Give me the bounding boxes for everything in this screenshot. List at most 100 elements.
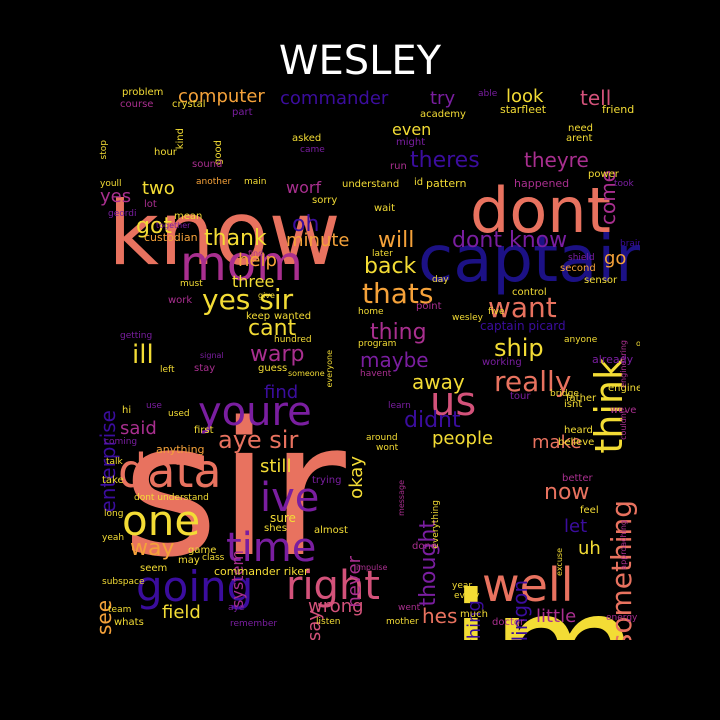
cloud-word-small_words66: working: [482, 357, 522, 368]
cloud-word-small_words55: anyone: [564, 335, 598, 345]
cloud-word-two: two: [142, 178, 175, 199]
cloud-word-small_words98: done: [412, 541, 437, 552]
cloud-word-small_words47: wanted: [274, 311, 312, 322]
cloud-word-thank: thank: [204, 226, 267, 251]
cloud-word-small_words101: may: [178, 555, 200, 566]
cloud-word-small_words46: keep: [246, 311, 271, 322]
cloud-word-small_words73: hi: [122, 405, 132, 416]
cloud-word-system: system: [228, 550, 247, 608]
cloud-word-small_words109: every: [454, 591, 480, 601]
cloud-word-three: three: [232, 272, 275, 291]
cloud-word-small_words96: sure: [270, 511, 296, 525]
cloud-word-im: im: [450, 574, 638, 640]
cloud-word-small_words13: came: [300, 145, 325, 155]
cloud-word-way: way: [130, 536, 175, 561]
cloud-word-worf: worf: [286, 178, 322, 197]
cloud-word-small_words61: guess: [258, 363, 288, 374]
cloud-word-small_words16: lot: [144, 199, 157, 210]
cloud-word-small_words36: brain: [620, 239, 640, 249]
cloud-word-small_words3: part: [232, 107, 253, 118]
cloud-word-small_words0: problem: [122, 87, 164, 98]
cloud-word-small_words69: father: [566, 393, 597, 404]
cloud-word-find: find: [264, 382, 299, 403]
cloud-word-one: one: [122, 496, 201, 545]
cloud-word-small_words40: later: [372, 249, 393, 259]
cloud-word-small_words28: might: [396, 137, 426, 148]
cloud-word-small_words72: weve: [610, 405, 637, 416]
cloud-word-said: said: [120, 418, 157, 439]
cloud-word-going: going: [136, 562, 254, 611]
cloud-word-maybe: maybe: [360, 348, 429, 372]
cloud-word-small_words45: work: [168, 295, 193, 306]
cloud-word-small_words43: must: [180, 279, 203, 289]
cloud-word-small_words88: dont understand: [134, 493, 209, 503]
cloud-word-small_words102: seem: [140, 563, 168, 574]
cloud-word-small_words41: day: [432, 275, 449, 285]
cloud-word-small_words64: program: [358, 339, 397, 349]
cloud-word-small_words84: couldnt: [619, 410, 628, 440]
cloud-word-small_words112: aye: [228, 603, 245, 613]
cloud-word-small_words80: around: [366, 433, 398, 443]
cloud-word-dont-know: dont know: [452, 228, 568, 253]
cloud-word-small_words30: id: [414, 177, 424, 188]
cloud-word-small_words65: havent: [360, 369, 392, 379]
cloud-word-small_words34: took: [614, 179, 634, 189]
cloud-word-wrong: wrong: [308, 596, 364, 617]
cloud-word-small_words33: power: [588, 169, 619, 180]
cloud-word-thats: thats: [362, 277, 434, 310]
cloud-word-small_words42: control: [512, 287, 547, 298]
cloud-word-small_words29: run: [390, 161, 407, 172]
cloud-word-ill: ill: [132, 340, 154, 370]
cloud-word-look: look: [506, 86, 544, 107]
cloud-word-try: try: [430, 88, 456, 109]
cloud-word-small_words35: wait: [374, 203, 396, 214]
cloud-word-aye-sir: aye sir: [218, 426, 299, 454]
cloud-word-didnt: didnt: [404, 408, 461, 433]
cloud-word-dont: dont: [470, 174, 611, 247]
cloud-word-small_words48: home: [358, 307, 384, 317]
cloud-word-tell: tell: [580, 86, 612, 110]
cloud-word-oh: oh: [292, 212, 320, 237]
cloud-word-help: help: [238, 250, 277, 271]
cloud-word-warp: warp: [250, 342, 305, 367]
cloud-word-small_words44: give: [258, 291, 275, 300]
cloud-word-well: well: [482, 558, 574, 612]
cloud-word-small_words49: wesley: [452, 313, 483, 323]
cloud-word-small_words94: almost: [314, 525, 348, 536]
cloud-word-uh: uh: [578, 538, 601, 559]
cloud-word-small_words67: tour: [510, 391, 531, 402]
cloud-word-small_words111: whats: [114, 617, 144, 628]
cloud-word-small_words2: crystal: [172, 99, 206, 110]
cloud-word-small_words51: five: [488, 307, 505, 317]
cloud-word-small_words25: friend: [602, 103, 635, 116]
cloud-word-small_words104: subspace: [102, 577, 145, 587]
cloud-word-small_words58: stay: [194, 363, 216, 374]
cloud-word-yes-sir: yes sir: [202, 283, 294, 316]
cloud-word-small_words118: doctor: [492, 617, 525, 628]
cloud-word-ship: ship: [494, 334, 544, 362]
cloud-word-small_words113: remember: [230, 619, 278, 629]
cloud-word-got: got: [136, 214, 173, 239]
cloud-word-away: away: [412, 370, 465, 394]
cloud-word-small_words14: sorry: [312, 195, 338, 206]
cloud-word-youre: youre: [198, 389, 312, 435]
cloud-word-captain-picard: captain picard: [480, 319, 566, 333]
cloud-word-commander: commander: [280, 88, 389, 109]
cloud-word-small_words59: left: [160, 365, 175, 375]
cloud-word-small_words9: youll: [100, 179, 122, 189]
cloud-word-small_words20: together: [156, 221, 191, 230]
cloud-word-theres: theres: [410, 148, 480, 173]
cloud-word-small_words106: excuse: [555, 548, 564, 576]
cloud-word-mom: mom: [180, 236, 303, 292]
cloud-word-small_words6: stop: [99, 140, 109, 160]
cloud-word-small_words63: everyone: [325, 350, 334, 388]
cloud-word-time: time: [226, 525, 317, 571]
cloud-word-small_words91: feel: [580, 505, 599, 516]
cloud-word-us: us: [430, 379, 477, 425]
page-title: WESLEY: [278, 38, 442, 84]
cloud-word-small_words74: use: [146, 401, 162, 411]
cloud-word-small_words23: able: [478, 89, 498, 99]
cloud-word-people: people: [432, 428, 494, 449]
cloud-word-now: now: [544, 480, 590, 505]
cloud-word-small_words19: mean: [174, 211, 203, 222]
